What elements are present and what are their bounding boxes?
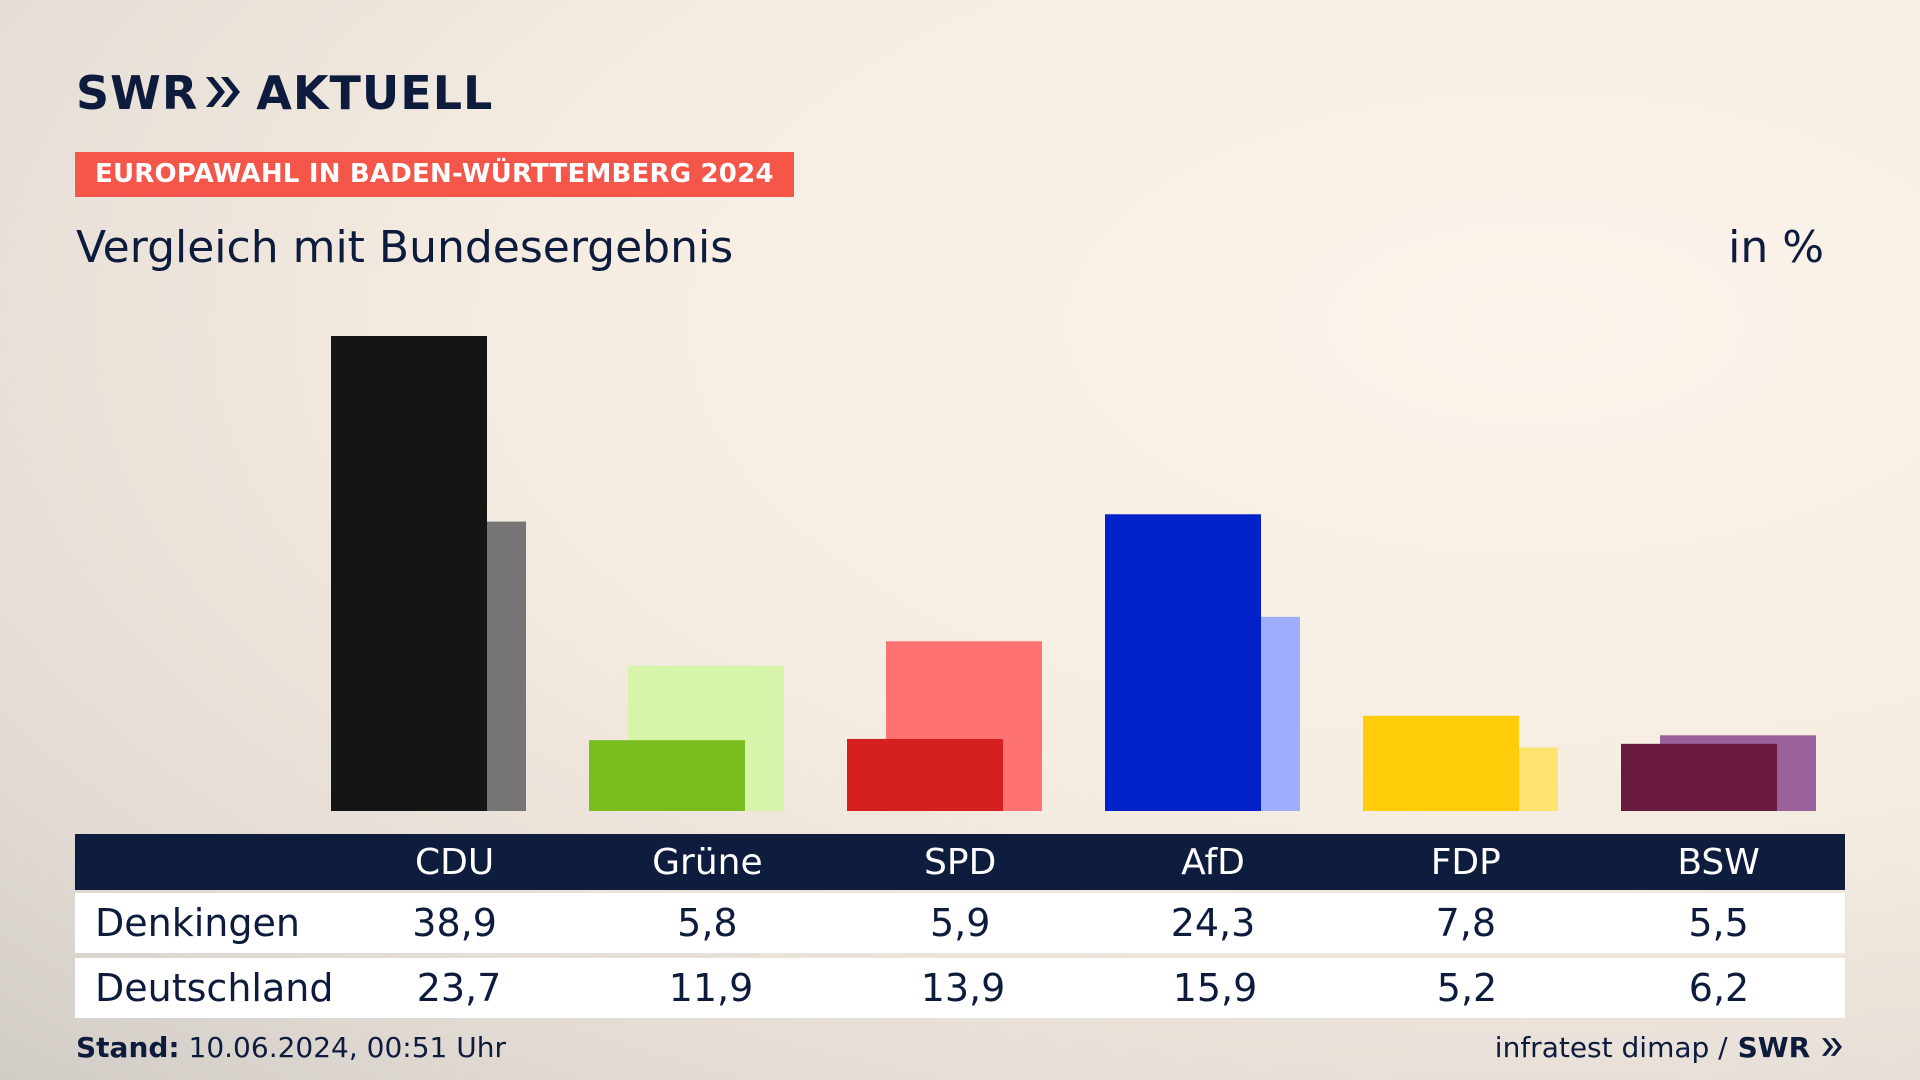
logo-aktuell-text: AKTUELL bbox=[256, 66, 494, 120]
footer-swr-logo: SWR bbox=[1738, 1031, 1844, 1064]
row-label: Deutschland bbox=[95, 966, 334, 1010]
election-tag: EUROPAWAHL IN BADEN-WÜRTTEMBERG 2024 bbox=[75, 152, 794, 197]
header-party-5: BSW bbox=[1677, 841, 1760, 883]
bar-denkingen-grüne bbox=[589, 740, 745, 811]
value-cell: 11,9 bbox=[668, 966, 754, 1010]
value-cell: 6,2 bbox=[1688, 966, 1750, 1010]
swr-aktuell-logo: SWR AKTUELL bbox=[76, 66, 493, 120]
timestamp: Stand: 10.06.2024, 00:51 Uhr bbox=[76, 1031, 506, 1064]
stand-value: 10.06.2024, 00:51 Uhr bbox=[188, 1031, 506, 1064]
header-party-0: CDU bbox=[414, 841, 495, 883]
logo-swr-text: SWR bbox=[76, 66, 199, 120]
value-cell: 13,9 bbox=[920, 966, 1006, 1010]
double-chevron-icon bbox=[204, 66, 242, 120]
value-cell: 5,8 bbox=[677, 901, 738, 945]
bar-denkingen-bsw bbox=[1621, 743, 1777, 811]
unit-label: in % bbox=[1728, 222, 1824, 273]
footer-chevron-icon bbox=[1822, 1038, 1842, 1056]
source-text: infratest dimap / bbox=[1494, 1031, 1728, 1064]
stand-label: Stand: bbox=[76, 1031, 180, 1064]
bar-denkingen-cdu bbox=[331, 336, 487, 811]
value-cell: 23,7 bbox=[416, 966, 502, 1010]
table-row: Denkingen 38,9 5,8 5,9 24,3 7,8 5,5 bbox=[75, 893, 1845, 953]
row-label: Denkingen bbox=[95, 901, 300, 945]
bar-denkingen-spd bbox=[847, 738, 1003, 811]
table-header-row: CDU Grüne SPD AfD FDP BSW bbox=[75, 834, 1845, 890]
header-party-3: AfD bbox=[1181, 841, 1245, 883]
value-cell: 15,9 bbox=[1172, 966, 1258, 1010]
chart-subtitle: Vergleich mit Bundesergebnis bbox=[76, 222, 734, 273]
footer-swr-text: SWR bbox=[1737, 1031, 1811, 1064]
header-empty-cell bbox=[75, 834, 328, 890]
bar-chart bbox=[331, 336, 1816, 811]
value-cell: 5,5 bbox=[1688, 901, 1749, 945]
value-cell: 5,2 bbox=[1436, 966, 1498, 1010]
bar-denkingen-afd bbox=[1105, 514, 1261, 811]
value-cell: 38,9 bbox=[412, 901, 497, 945]
value-cell: 7,8 bbox=[1435, 901, 1496, 945]
header-party-2: SPD bbox=[924, 841, 997, 883]
bar-denkingen-fdp bbox=[1363, 715, 1519, 811]
value-cell: 5,9 bbox=[929, 901, 991, 945]
table-row: Deutschland 23,7 11,9 13,9 15,9 5,2 6,2 bbox=[75, 958, 1845, 1018]
header-party-1: Grüne bbox=[652, 841, 763, 883]
results-table: CDU Grüne SPD AfD FDP BSW Denkingen 38,9 5,8 5,9… bbox=[75, 834, 1845, 1018]
value-cell: 24,3 bbox=[1170, 901, 1256, 945]
source-credit: infratest dimap / SWR bbox=[1495, 1031, 1844, 1064]
header-party-4: FDP bbox=[1430, 841, 1501, 883]
